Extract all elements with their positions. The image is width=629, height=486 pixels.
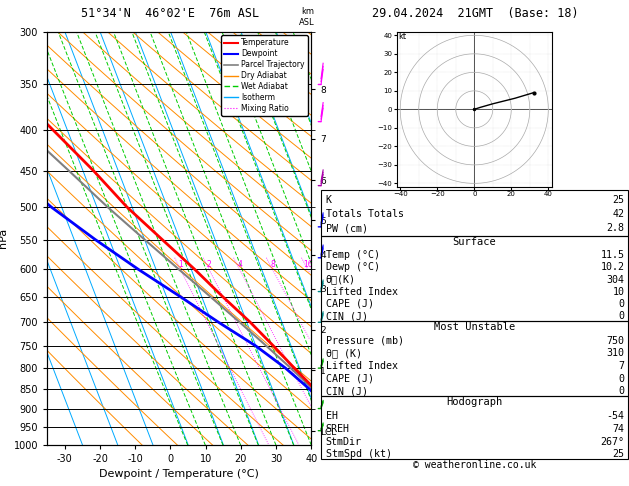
Text: Lifted Index: Lifted Index (326, 361, 398, 371)
Text: 267°: 267° (601, 436, 625, 447)
Text: StmSpd (kt): StmSpd (kt) (326, 450, 392, 459)
Text: 750: 750 (606, 335, 625, 346)
Text: Totals Totals: Totals Totals (326, 209, 404, 219)
Text: 51°34'N  46°02'E  76m ASL: 51°34'N 46°02'E 76m ASL (81, 7, 259, 20)
Text: 74: 74 (613, 424, 625, 434)
Text: 11.5: 11.5 (601, 250, 625, 260)
Text: 7: 7 (618, 361, 625, 371)
Text: CIN (J): CIN (J) (326, 386, 368, 396)
Text: 25: 25 (613, 450, 625, 459)
Text: SREH: SREH (326, 424, 350, 434)
Text: PW (cm): PW (cm) (326, 223, 368, 233)
Text: Most Unstable: Most Unstable (433, 322, 515, 332)
Text: Surface: Surface (452, 237, 496, 247)
Text: StmDir: StmDir (326, 436, 362, 447)
Text: -54: -54 (606, 411, 625, 421)
Text: 0: 0 (618, 386, 625, 396)
Text: © weatheronline.co.uk: © weatheronline.co.uk (413, 460, 536, 470)
Text: θᴄ (K): θᴄ (K) (326, 348, 362, 358)
Text: CAPE (J): CAPE (J) (326, 299, 374, 309)
Text: kt: kt (398, 32, 406, 41)
Text: Pressure (mb): Pressure (mb) (326, 335, 404, 346)
Text: Dewp (°C): Dewp (°C) (326, 262, 380, 272)
Text: θᴄ(K): θᴄ(K) (326, 275, 356, 285)
Text: 1: 1 (178, 260, 183, 269)
Text: 2.8: 2.8 (606, 223, 625, 233)
Text: Lifted Index: Lifted Index (326, 287, 398, 297)
Text: 2: 2 (207, 260, 211, 269)
Text: 16: 16 (303, 260, 313, 269)
Text: 0: 0 (618, 299, 625, 309)
Text: 42: 42 (613, 209, 625, 219)
Text: 29.04.2024  21GMT  (Base: 18): 29.04.2024 21GMT (Base: 18) (372, 7, 578, 20)
Text: 25: 25 (613, 195, 625, 205)
Text: 10: 10 (613, 287, 625, 297)
Text: 304: 304 (606, 275, 625, 285)
Text: K: K (326, 195, 332, 205)
Y-axis label: hPa: hPa (0, 228, 8, 248)
Text: 8: 8 (270, 260, 275, 269)
Text: Temp (°C): Temp (°C) (326, 250, 380, 260)
Text: km
ASL: km ASL (299, 7, 314, 27)
Text: 0: 0 (618, 311, 625, 321)
Text: CAPE (J): CAPE (J) (326, 374, 374, 383)
Text: CIN (J): CIN (J) (326, 311, 368, 321)
Text: 310: 310 (606, 348, 625, 358)
Text: EH: EH (326, 411, 338, 421)
X-axis label: Dewpoint / Temperature (°C): Dewpoint / Temperature (°C) (99, 469, 259, 479)
Legend: Temperature, Dewpoint, Parcel Trajectory, Dry Adiabat, Wet Adiabat, Isotherm, Mi: Temperature, Dewpoint, Parcel Trajectory… (221, 35, 308, 116)
Text: 0: 0 (618, 374, 625, 383)
Text: 4: 4 (237, 260, 242, 269)
Text: Hodograph: Hodograph (446, 398, 503, 407)
Text: 10.2: 10.2 (601, 262, 625, 272)
